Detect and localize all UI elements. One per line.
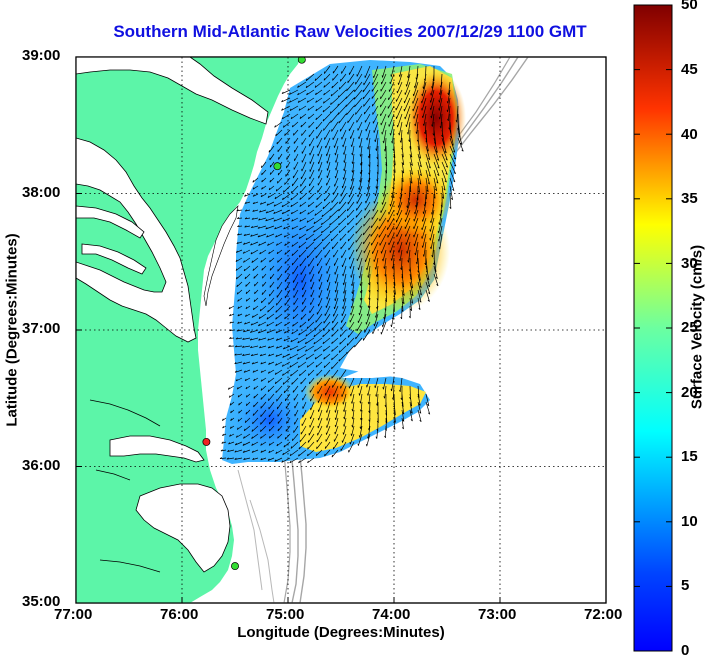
chesapeake-bay bbox=[76, 137, 197, 343]
colorbar-tick-label: 50 bbox=[681, 0, 698, 13]
delaware-bay bbox=[76, 57, 269, 125]
velocity-peak-mid-2 bbox=[380, 166, 452, 234]
tributary-2 bbox=[81, 243, 147, 275]
colorbar-label: Surface Velocity (cm/s) bbox=[688, 244, 706, 410]
x-tick-label: 75:00 bbox=[266, 606, 305, 623]
x-tick-label: 77:00 bbox=[54, 606, 93, 623]
map-title: Southern Mid-Atlantic Raw Velocities 200… bbox=[113, 22, 587, 41]
y-tick-label: 39:00 bbox=[22, 47, 61, 64]
y-tick-label: 36:00 bbox=[22, 457, 61, 474]
colorbar-tick-label: 35 bbox=[681, 190, 698, 207]
y-tick-label: 38:00 bbox=[22, 184, 61, 201]
eastern-shore-sounds bbox=[203, 205, 239, 307]
y-tick-label: 35:00 bbox=[22, 593, 61, 610]
station-north-marker bbox=[297, 57, 306, 64]
x-tick-label: 73:00 bbox=[478, 606, 517, 623]
x-tick-label: 72:00 bbox=[584, 606, 623, 623]
velocity-arrow-set bbox=[219, 65, 464, 464]
tributary-1 bbox=[76, 205, 145, 239]
colorbar-ticks bbox=[634, 4, 672, 652]
station-red-marker bbox=[202, 437, 211, 446]
bathymetry-contour-shelf bbox=[237, 469, 275, 603]
y-axis-label: Latitude (Degrees:Minutes) bbox=[3, 233, 21, 427]
colorbar-tick-label: 15 bbox=[681, 448, 698, 465]
colorbar bbox=[633, 4, 673, 652]
colorbar-tick-label: 40 bbox=[681, 126, 698, 143]
velocity-field bbox=[219, 60, 466, 464]
pamlico-sound bbox=[135, 483, 231, 573]
velocity-slow-core bbox=[240, 170, 360, 390]
stations bbox=[202, 57, 306, 571]
albemarle-sound bbox=[109, 435, 205, 463]
velocity-gap bbox=[342, 366, 412, 378]
colorbar-tick-label: 5 bbox=[681, 577, 690, 594]
x-tick-label: 74:00 bbox=[372, 606, 411, 623]
velocity-vectors bbox=[219, 65, 464, 464]
velocity-peak-south bbox=[304, 374, 356, 410]
station-mid-marker bbox=[273, 162, 282, 171]
colorbar-tick-label: 45 bbox=[681, 61, 698, 78]
x-tick-label: 76:00 bbox=[160, 606, 199, 623]
river-small bbox=[89, 399, 161, 573]
colorbar-tick-label: 0 bbox=[681, 642, 690, 659]
station-south-marker bbox=[231, 562, 239, 571]
y-tick-label: 37:00 bbox=[22, 320, 61, 337]
colorbar-tick-label: 20 bbox=[681, 384, 698, 401]
colorbar-tick-label: 10 bbox=[681, 513, 698, 530]
colorbar-tick-label: 25 bbox=[681, 319, 698, 336]
colorbar-tick-label: 30 bbox=[681, 255, 698, 272]
axis-ticks bbox=[75, 56, 607, 604]
grid bbox=[76, 57, 606, 603]
x-axis-label: Longitude (Degrees:Minutes) bbox=[237, 624, 445, 641]
